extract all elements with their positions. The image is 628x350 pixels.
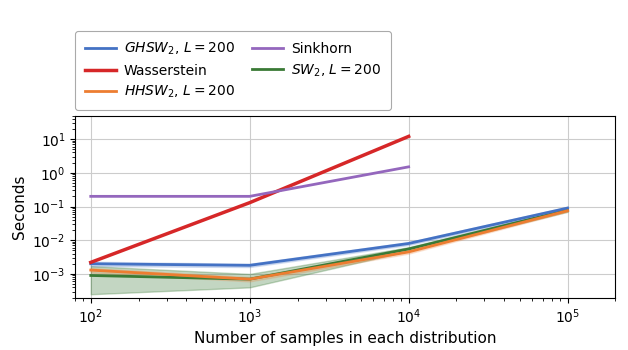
Line: Wasserstein: Wasserstein — [91, 136, 409, 262]
Line: $HHSW_2$, $L =200$: $HHSW_2$, $L =200$ — [91, 211, 568, 279]
$SW_2$, $L =200$ — [564, 208, 571, 212]
X-axis label: Number of samples in each distribution: Number of samples in each distribution — [194, 331, 497, 346]
$SW_2$, $L =200$ — [87, 273, 95, 278]
$HHSW_2$, $L =200$ — [564, 209, 571, 213]
$SW_2$, $L =200$ — [405, 247, 413, 251]
Sinkhorn — [246, 194, 254, 198]
Wasserstein — [87, 260, 95, 265]
$GHSW_2$, $L =200$ — [564, 206, 571, 210]
$GHSW_2$, $L =200$ — [246, 263, 254, 267]
Line: $SW_2$, $L =200$: $SW_2$, $L =200$ — [91, 210, 568, 279]
Y-axis label: Seconds: Seconds — [12, 174, 27, 239]
$HHSW_2$, $L =200$ — [246, 277, 254, 281]
$SW_2$, $L =200$ — [246, 277, 254, 281]
Sinkhorn — [405, 165, 413, 169]
$HHSW_2$, $L =200$ — [87, 268, 95, 272]
$GHSW_2$, $L =200$ — [87, 262, 95, 266]
$HHSW_2$, $L =200$ — [405, 250, 413, 254]
Sinkhorn — [87, 194, 95, 198]
Wasserstein — [246, 201, 254, 205]
Legend: $GHSW_2$, $L =200$, Wasserstein, $HHSW_2$, $L =200$, Sinkhorn, $SW_2$, $L =200$: $GHSW_2$, $L =200$, Wasserstein, $HHSW_2… — [75, 31, 391, 110]
Line: $GHSW_2$, $L =200$: $GHSW_2$, $L =200$ — [91, 208, 568, 265]
Wasserstein — [405, 134, 413, 139]
Line: Sinkhorn: Sinkhorn — [91, 167, 409, 196]
$GHSW_2$, $L =200$ — [405, 241, 413, 246]
